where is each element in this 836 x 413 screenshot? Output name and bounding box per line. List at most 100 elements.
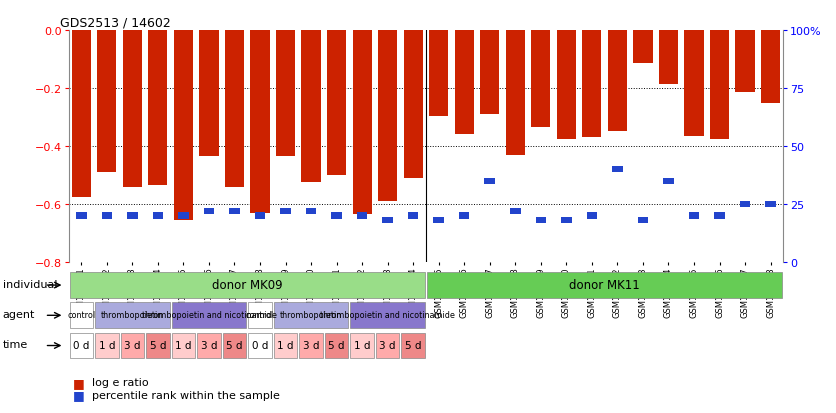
Bar (587, 213, 597, 219)
Bar (510, 208, 521, 215)
Bar (102, 213, 112, 219)
Bar (69, 273, 425, 298)
Bar (69, 303, 93, 328)
Text: 1 d: 1 d (176, 340, 191, 350)
Bar (280, 208, 291, 215)
Bar (123, 31, 142, 187)
Bar (225, 31, 244, 187)
Bar (404, 31, 423, 178)
Text: thrombopoietin and nicotinamide: thrombopoietin and nicotinamide (141, 311, 277, 320)
Bar (612, 166, 623, 173)
Bar (557, 31, 576, 140)
Bar (331, 213, 342, 219)
Bar (765, 201, 776, 208)
Text: 5 d: 5 d (227, 340, 242, 350)
Bar (536, 217, 546, 224)
Bar (274, 333, 298, 358)
Bar (506, 31, 525, 155)
Bar (634, 31, 653, 64)
Bar (148, 31, 167, 186)
Bar (171, 303, 247, 328)
Bar (357, 213, 367, 219)
Text: percentile rank within the sample: percentile rank within the sample (92, 390, 280, 400)
Bar (378, 31, 397, 202)
Bar (353, 31, 372, 215)
Bar (736, 31, 755, 93)
Bar (531, 31, 550, 128)
Bar (127, 213, 138, 219)
Bar (174, 31, 193, 221)
Bar (69, 333, 93, 358)
Bar (97, 31, 116, 173)
Bar (561, 217, 572, 224)
Bar (485, 178, 495, 185)
Bar (248, 333, 272, 358)
Bar (95, 303, 170, 328)
Bar (659, 31, 678, 84)
Bar (153, 213, 163, 219)
Text: thrombopoietin: thrombopoietin (101, 311, 164, 320)
Bar (408, 213, 419, 219)
Bar (197, 333, 221, 358)
Bar (608, 31, 627, 132)
Bar (714, 213, 725, 219)
Text: time: time (3, 339, 28, 349)
Text: log e ratio: log e ratio (92, 377, 149, 387)
Bar (710, 31, 729, 140)
Bar (427, 273, 782, 298)
Text: donor MK09: donor MK09 (212, 278, 283, 291)
Bar (222, 333, 247, 358)
Bar (376, 333, 400, 358)
Bar (401, 333, 425, 358)
Bar (276, 31, 295, 157)
Bar (455, 31, 474, 135)
Bar (663, 178, 674, 185)
Bar (76, 213, 87, 219)
Text: 1 d: 1 d (354, 340, 370, 350)
Bar (171, 333, 195, 358)
Text: 5 d: 5 d (405, 340, 421, 350)
Text: control: control (67, 311, 95, 320)
Text: donor MK11: donor MK11 (569, 278, 640, 291)
Text: 0 d: 0 d (252, 340, 268, 350)
Bar (327, 31, 346, 176)
Bar (120, 333, 144, 358)
Bar (480, 31, 499, 115)
Bar (302, 31, 321, 183)
Bar (274, 303, 349, 328)
Text: 3 d: 3 d (380, 340, 396, 350)
Text: control: control (246, 311, 274, 320)
Text: 3 d: 3 d (124, 340, 140, 350)
Text: ■: ■ (73, 376, 84, 389)
Bar (350, 303, 425, 328)
Bar (350, 333, 374, 358)
Text: 1 d: 1 d (278, 340, 293, 350)
Text: GDS2513 / 14602: GDS2513 / 14602 (60, 17, 171, 29)
Bar (204, 208, 214, 215)
Bar (638, 217, 648, 224)
Bar (306, 208, 316, 215)
Bar (199, 31, 218, 157)
Text: individual: individual (3, 279, 57, 289)
Text: agent: agent (3, 309, 35, 319)
Text: 3 d: 3 d (303, 340, 319, 350)
Text: thrombopoietin: thrombopoietin (280, 311, 342, 320)
Bar (146, 333, 170, 358)
Text: 5 d: 5 d (150, 340, 166, 350)
Bar (72, 31, 91, 197)
Text: 5 d: 5 d (329, 340, 344, 350)
Bar (229, 208, 240, 215)
Bar (583, 31, 601, 138)
Bar (429, 31, 448, 116)
Bar (251, 31, 269, 213)
Bar (459, 213, 470, 219)
Bar (255, 213, 265, 219)
Text: ■: ■ (73, 388, 84, 401)
Bar (685, 31, 704, 136)
Bar (299, 333, 323, 358)
Bar (325, 333, 349, 358)
Bar (95, 333, 119, 358)
Bar (689, 213, 699, 219)
Bar (761, 31, 780, 103)
Text: thrombopoietin and nicotinamide: thrombopoietin and nicotinamide (320, 311, 455, 320)
